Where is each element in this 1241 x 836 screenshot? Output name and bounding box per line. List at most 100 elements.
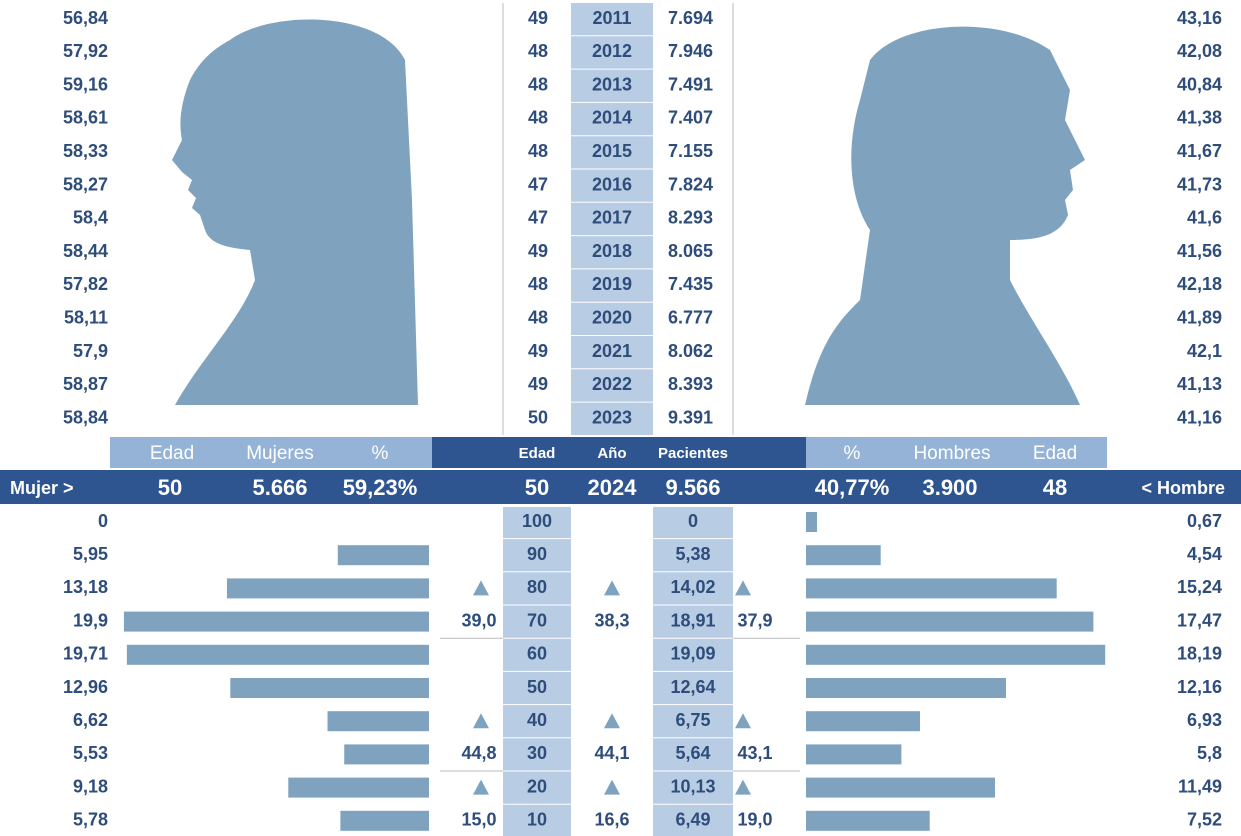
age: 48 [528, 141, 548, 161]
header-box [110, 437, 432, 468]
men-pct: 15,24 [1177, 577, 1222, 597]
women-bar [123, 611, 430, 632]
summary-label: Mujer > [10, 478, 74, 498]
header-label: Año [597, 445, 626, 462]
average-men: 43,1 [737, 743, 772, 763]
average-men: 37,9 [737, 610, 772, 630]
year: 2012 [592, 41, 632, 61]
triangle [735, 779, 751, 795]
summary-value: 5.666 [252, 475, 307, 500]
men-bar [806, 545, 881, 566]
women-pct: 58,44 [63, 241, 108, 261]
patients: 8.393 [668, 374, 713, 394]
year: 2022 [592, 374, 632, 394]
men-pct: 41,89 [1177, 307, 1222, 327]
patients: 7.435 [668, 274, 713, 294]
men-pct: 41,13 [1177, 374, 1222, 394]
year: 2019 [592, 274, 632, 294]
men-pct: 41,6 [1187, 208, 1222, 228]
age: 49 [528, 341, 548, 361]
patients: 9.391 [668, 407, 713, 427]
women-pct: 57,92 [63, 41, 108, 61]
year: 2014 [592, 108, 632, 128]
average-total: 38,3 [594, 610, 629, 630]
women-pct: 12,96 [63, 677, 108, 697]
age: 48 [528, 108, 548, 128]
triangle [473, 580, 489, 596]
summary-label: < Hombre [1141, 478, 1225, 498]
women-pct: 58,27 [63, 174, 108, 194]
total-pct: 6,75 [675, 710, 710, 730]
average-total: 44,1 [594, 743, 629, 763]
age: 47 [528, 208, 548, 228]
summary-value: 40,77% [815, 475, 890, 500]
total-pct: 6,49 [675, 810, 710, 830]
women-pct: 58,84 [63, 407, 108, 427]
total-pct: 19,09 [670, 644, 715, 664]
patients: 7.694 [668, 8, 713, 28]
women-pct: 58,4 [73, 208, 108, 228]
average-women: 39,0 [461, 610, 496, 630]
men-bar [806, 578, 1057, 599]
summary-value: 3.900 [922, 475, 977, 500]
total-pct: 10,13 [670, 776, 715, 796]
patients: 7.824 [668, 174, 713, 194]
year: 2015 [592, 141, 632, 161]
age-group: 100 [522, 511, 552, 531]
men-bar [806, 678, 1007, 698]
age: 48 [528, 307, 548, 327]
summary-value: 48 [1043, 475, 1067, 500]
men-pct: 41,16 [1177, 407, 1222, 427]
men-pct: 42,08 [1177, 41, 1222, 61]
triangle [473, 779, 489, 795]
header-label: Edad [1033, 443, 1077, 464]
age: 49 [528, 8, 548, 28]
men-pct: 0,67 [1187, 511, 1222, 531]
men-pct: 41,56 [1177, 241, 1222, 261]
men-pct: 4,54 [1187, 544, 1222, 564]
header-label: % [844, 443, 861, 464]
triangle [604, 580, 620, 596]
men-pct: 18,19 [1177, 644, 1222, 664]
men-pct: 41,38 [1177, 108, 1222, 128]
average-women: 15,0 [461, 810, 496, 830]
women-pct: 58,11 [64, 307, 108, 327]
patients: 7.946 [668, 41, 713, 61]
age-group: 20 [527, 776, 547, 796]
header-label: Pacientes [658, 445, 728, 462]
women-pct: 58,61 [63, 108, 108, 128]
men-bar [806, 644, 1106, 665]
women-bar [126, 644, 429, 665]
age-group: 40 [527, 710, 547, 730]
year-band [571, 3, 653, 435]
women-pct: 59,16 [63, 74, 108, 94]
men-pct: 41,73 [1177, 174, 1222, 194]
men-pct: 42,18 [1177, 274, 1222, 294]
total-pct: 5,64 [675, 743, 710, 763]
header-band [432, 437, 806, 468]
age-group: 50 [527, 677, 547, 697]
year: 2023 [592, 407, 632, 427]
total-pct: 0 [688, 511, 698, 531]
total-pct: 14,02 [670, 577, 715, 597]
women-pct: 0 [98, 511, 108, 531]
women-bar [226, 578, 429, 599]
patients: 7.155 [668, 141, 713, 161]
women-pct: 58,87 [63, 374, 108, 394]
average-men: 19,0 [737, 810, 772, 830]
year: 2020 [592, 307, 632, 327]
patients: 8.062 [668, 341, 713, 361]
year: 2018 [592, 241, 632, 261]
age: 48 [528, 74, 548, 94]
total-pct: 18,91 [670, 610, 715, 630]
women-pct: 19,9 [73, 610, 108, 630]
woman-silhouette [172, 19, 418, 406]
triangle [604, 779, 620, 795]
year: 2017 [592, 208, 632, 228]
patients: 7.407 [668, 108, 713, 128]
header-label: Hombres [913, 443, 990, 464]
age: 49 [528, 374, 548, 394]
summary-value: 50 [158, 475, 182, 500]
men-pct: 6,93 [1187, 710, 1222, 730]
